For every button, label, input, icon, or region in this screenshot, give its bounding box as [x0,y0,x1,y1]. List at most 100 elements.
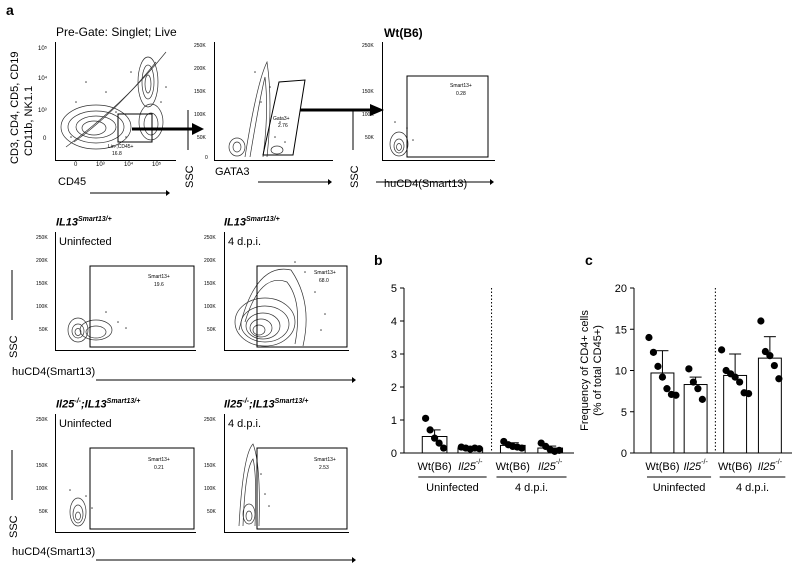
chart-c-group-label-0: Uninfected [653,482,706,494]
gate-label-wt: Smart13+ [450,83,472,89]
plot-title-wt: Wt(B6) [384,26,423,40]
chart-b-y-tick-label-5: 5 [391,283,397,295]
chart-b-y-tick-label-4: 4 [391,316,397,328]
flow-plot-mid-uninfected [55,232,196,351]
flow-plot-bot-4dpi [224,414,349,533]
condition-bot-left: Uninfected [59,418,112,430]
chart-b-y-tick-label-2: 2 [391,382,397,394]
genotype-bot-right: Il25-/-;IL13Smart13/+ [224,398,308,411]
flow-plot-wt-smart13 [382,42,495,161]
chart-c-point-3-3 [770,361,778,370]
chart-b-point-0-1 [426,426,434,434]
genotype-bot-right-g2: ;IL13 [248,398,275,411]
flow-plot-bot-uninfected [55,414,196,533]
genotype-bot-right-g2-sup: Smart13/+ [274,398,309,405]
y-tick-mid-r4: 100K [204,304,216,310]
gate-value-lin: 16.8 [112,151,122,157]
ylabel-lineage: CD3, CD4, CD5, CD19 CD11b, NK1.1 [4,42,40,168]
chart-c-x-tick-label-3: Il25-/- [758,459,783,473]
y-tick-mid-2: 200K [36,258,48,264]
y-tick-bot-r1: 250K [204,417,216,423]
chart-b-point-0-4 [440,444,448,452]
xlabel-smart13-bot: huCD4(Smart13) [12,546,96,558]
flow-plot-ssc-gata3 [214,42,333,161]
condition-bot-right: 4 d.p.i. [228,418,262,430]
condition-mid-left: Uninfected [59,236,112,248]
x-tick-p1-3: 10⁴ [124,162,134,168]
y-tick-bot-r2: 150K [204,463,216,469]
gate-value-bot-right: 2.53 [319,465,329,471]
ylabel-lineage-line2: CD11b, NK1.1 [23,86,35,156]
x-tick-p1-1: 0 [74,162,78,168]
y-tick-p3-3: 100K [362,112,374,118]
xlabel-smart13-top: huCD4(Smart13) [384,178,468,190]
contour-mid-4dpi [234,261,348,348]
genotype-bot-left-g2-sup: Smart13/+ [106,398,141,405]
chart-b-point-1-4 [475,445,483,453]
contour-wt-smart13 [389,75,489,158]
x-tick-p1-4: 10⁵ [152,162,162,168]
contour-bot-uninfected [69,447,195,530]
genotype-mid-left-sup: Smart13/+ [78,216,112,223]
chart-c-point-0-1 [649,348,658,356]
ylabel-lineage-line1: CD3, CD4, CD5, CD19 [9,52,21,164]
y-tick-mid-r2: 200K [204,258,216,264]
gate-value-wt: 0.28 [456,91,466,97]
contour-ssc-gata3 [228,60,306,158]
chart-b-point-2-4 [518,444,526,452]
gate-label-mid-right: Smart13+ [314,270,336,276]
y-tick-bot-3: 100K [36,486,48,492]
ylabel-ssc-mid: SSC [6,270,20,360]
ylabel-ssc-p2: SSC [182,110,196,190]
y-tick-mid-r3: 150K [204,281,216,287]
gate-value-mid-left: 19.6 [154,282,164,288]
chart-c-x-tick-label-0: Wt(B6) [645,461,679,473]
xlabel-gata3: GATA3 [215,166,250,178]
gate-label-lin: Lin-;CD45+ [108,144,134,150]
genotype-mid-left: IL13Smart13/+ [56,216,112,229]
ylabel-ssc-p3-text: SSC [349,165,361,188]
chart-b-y-tick-label-1: 1 [391,415,397,427]
chart-c-point-0-4 [663,385,671,393]
gate-label-mid-left: Smart13+ [148,274,170,280]
chart-c-point-3-0 [757,317,765,325]
genotype-bot-left-g1-sup: -/- [74,398,81,405]
genotype-mid-right-sup: Smart13/+ [246,216,280,223]
gate-label-gata3: Gata3+ [273,116,290,122]
panel-letter-c: c [585,252,593,268]
chart-b-x-tick-label-1: Il25-/- [458,459,483,473]
chart-b-y-tick-label-3: 3 [391,349,397,361]
gate-arrow-1 [132,122,204,135]
y-tick-mid-5: 50K [39,327,48,333]
chart-c-ylabel-1: (% of total CD45+) [592,325,604,416]
x-arrow-mid [96,370,356,383]
chart-b-point-3-4 [555,446,563,454]
y-tick-mid-4: 100K [36,304,48,310]
y-tick-mid-1: 250K [36,235,48,241]
chart-c-y-tick-label-3: 15 [615,324,627,336]
gate-value-bot-left: 0.21 [154,465,164,471]
genotype-bot-right-g1-sup: -/- [242,398,249,405]
gate-label-bot-right: Smart13+ [314,457,336,463]
chart-c-bar-2 [723,374,748,454]
ylabel-ssc-p3: SSC [347,110,361,190]
y-tick-p2-1: 250K [194,43,206,49]
chart-c-point-0-6 [672,391,680,399]
ylabel-ssc-mid-text: SSC [8,335,20,358]
ylabel-ssc-bot-text: SSC [8,515,20,538]
chart-b-point-0-2 [431,434,439,442]
y-tick-p1-1: 10⁵ [38,46,48,52]
xlabel-smart13-mid: huCD4(Smart13) [12,366,96,378]
chart-b-point-0-3 [435,439,443,447]
contour-lineage-cd45 [60,51,167,150]
y-tick-p2-2: 200K [194,66,206,72]
chart-c-x-tick-label-2: Wt(B6) [718,461,752,473]
x-arrow-p1 [90,183,170,196]
y-tick-mid-r1: 250K [204,235,216,241]
flow-plot-mid-4dpi [224,232,349,351]
y-tick-bot-r3: 100K [204,486,216,492]
chart-c-y-tick-label-4: 20 [615,283,627,295]
gate-value-mid-right: 68.0 [319,278,329,284]
y-tick-p2-6: 0 [205,155,208,161]
